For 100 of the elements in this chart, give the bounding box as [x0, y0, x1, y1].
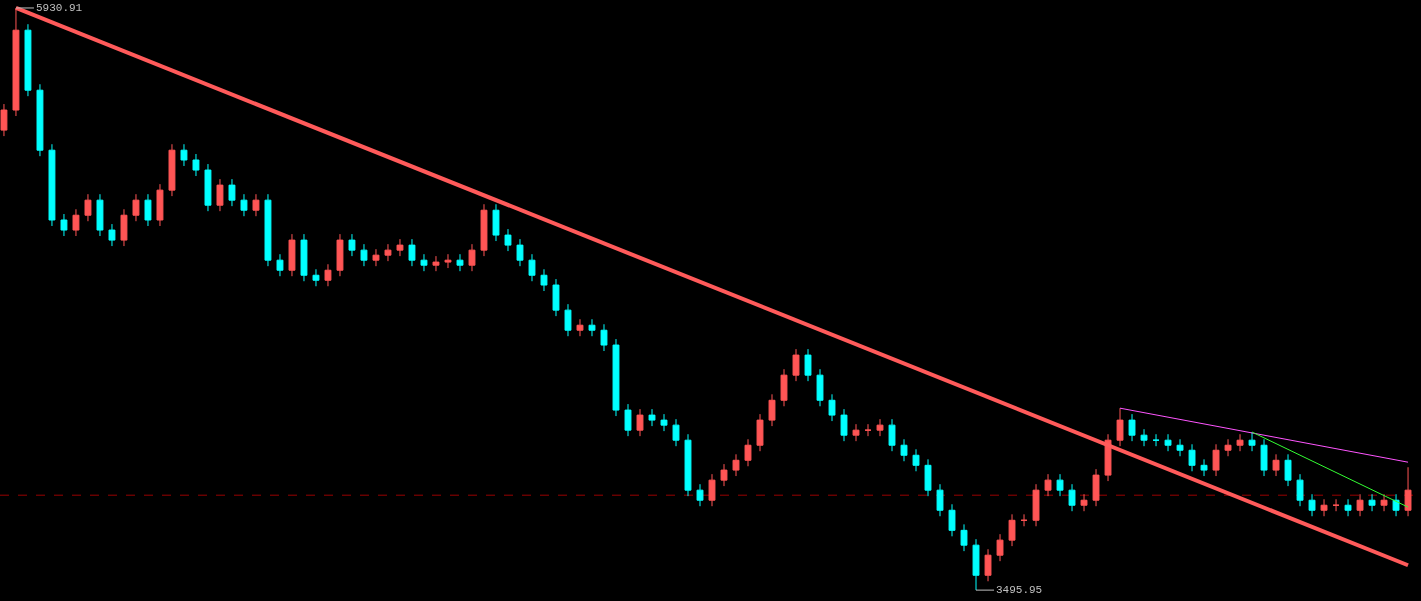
candlestick	[948, 503, 956, 537]
candlestick	[792, 348, 800, 382]
candlestick	[1188, 443, 1196, 472]
candlestick	[84, 193, 92, 222]
candlestick	[972, 538, 980, 591]
candlestick	[48, 143, 56, 227]
candlestick	[180, 143, 188, 167]
candlestick	[816, 368, 824, 407]
annotation: 3495.95	[996, 584, 1043, 596]
candlestick	[348, 233, 356, 257]
candlestick	[732, 453, 740, 477]
candlestick	[1128, 413, 1136, 442]
candlestick	[804, 348, 812, 382]
candlestick	[696, 483, 704, 507]
candlestick	[984, 548, 992, 582]
candlestick	[1008, 513, 1016, 547]
candlestick	[624, 403, 632, 437]
candlestick	[888, 418, 896, 452]
candlestick	[960, 523, 968, 552]
candlestick	[1140, 428, 1148, 447]
candlestick	[36, 83, 44, 157]
candlestick	[660, 413, 668, 432]
candlestick	[720, 463, 728, 487]
candlestick	[852, 423, 860, 442]
candlestick	[768, 393, 776, 427]
candlestick	[444, 253, 452, 269]
candlestick	[1368, 493, 1376, 512]
candlestick	[72, 208, 80, 237]
candlestick	[840, 408, 848, 442]
candlestick	[108, 223, 116, 247]
candlestick	[132, 193, 140, 222]
annotation: 5930.91	[36, 2, 83, 14]
candlestick	[396, 238, 404, 257]
candlestick	[228, 178, 236, 207]
candlestick	[1092, 468, 1100, 507]
candlestick	[648, 408, 656, 427]
candlestick	[216, 178, 224, 212]
candlestick	[540, 268, 548, 292]
candlestick	[708, 473, 716, 507]
candlestick	[1056, 473, 1064, 497]
candlestick	[312, 268, 320, 287]
candlestick	[876, 418, 884, 437]
candlestick	[576, 318, 584, 337]
candlestick	[240, 193, 248, 217]
candlestick	[420, 253, 428, 272]
candlestick	[588, 318, 596, 337]
candlestick	[168, 143, 176, 197]
candlestick	[1224, 438, 1232, 457]
candlestick	[504, 228, 512, 252]
candlestick	[336, 233, 344, 277]
candlestick	[1296, 473, 1304, 507]
candlestick	[756, 413, 764, 452]
candlestick	[1044, 473, 1052, 497]
candlestick	[600, 323, 608, 352]
candlestick	[996, 533, 1004, 562]
candlestick	[780, 368, 788, 407]
candlestick	[900, 438, 908, 462]
candlestick	[1212, 443, 1220, 477]
candlestick	[1308, 493, 1316, 517]
candlestick	[480, 203, 488, 257]
candlestick	[60, 213, 68, 237]
candlestick	[24, 23, 32, 97]
candlestick	[936, 483, 944, 517]
candlestick	[1260, 438, 1268, 477]
candlestick	[1284, 453, 1292, 487]
candlestick	[1068, 483, 1076, 512]
candlestick	[1104, 433, 1112, 482]
candlestick	[1236, 433, 1244, 452]
candlestick	[432, 255, 440, 272]
candlestick	[1116, 407, 1124, 447]
candlestick	[408, 238, 416, 267]
candlestick	[156, 183, 164, 227]
candlestick	[192, 153, 200, 177]
candlestick	[264, 193, 272, 267]
candlestick	[528, 253, 536, 282]
candlestick	[1272, 453, 1280, 477]
candlestick	[828, 393, 836, 422]
candlestick	[1164, 433, 1172, 452]
candlestick	[1080, 493, 1088, 512]
candlestick	[204, 163, 212, 212]
candlestick	[1380, 493, 1388, 512]
candlestick	[96, 193, 104, 237]
candlestick	[684, 433, 692, 497]
candlestick	[0, 103, 8, 137]
candlestick	[612, 338, 620, 417]
candlestick	[1404, 466, 1412, 517]
candlestick	[384, 243, 392, 262]
candlestick	[468, 243, 476, 272]
candlestick	[1344, 498, 1352, 517]
candlestick	[744, 438, 752, 467]
candlestick	[1392, 493, 1400, 517]
candlestick	[1248, 431, 1256, 452]
candlestick	[120, 208, 128, 247]
candlestick	[912, 448, 920, 472]
candlestick	[1200, 458, 1208, 477]
candlestick	[456, 253, 464, 272]
candlestick	[516, 238, 524, 267]
candlestick	[564, 303, 572, 337]
candlestick	[552, 278, 560, 317]
candlestick	[252, 193, 260, 217]
